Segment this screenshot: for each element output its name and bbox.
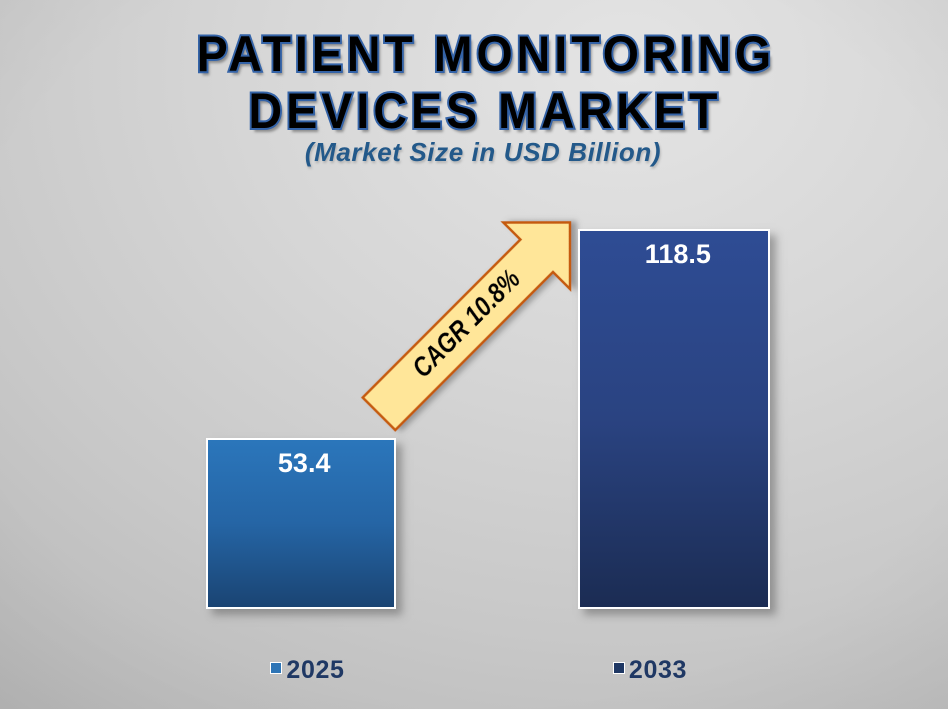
svg-text:CAGR 10.8%: CAGR 10.8% — [406, 263, 526, 383]
